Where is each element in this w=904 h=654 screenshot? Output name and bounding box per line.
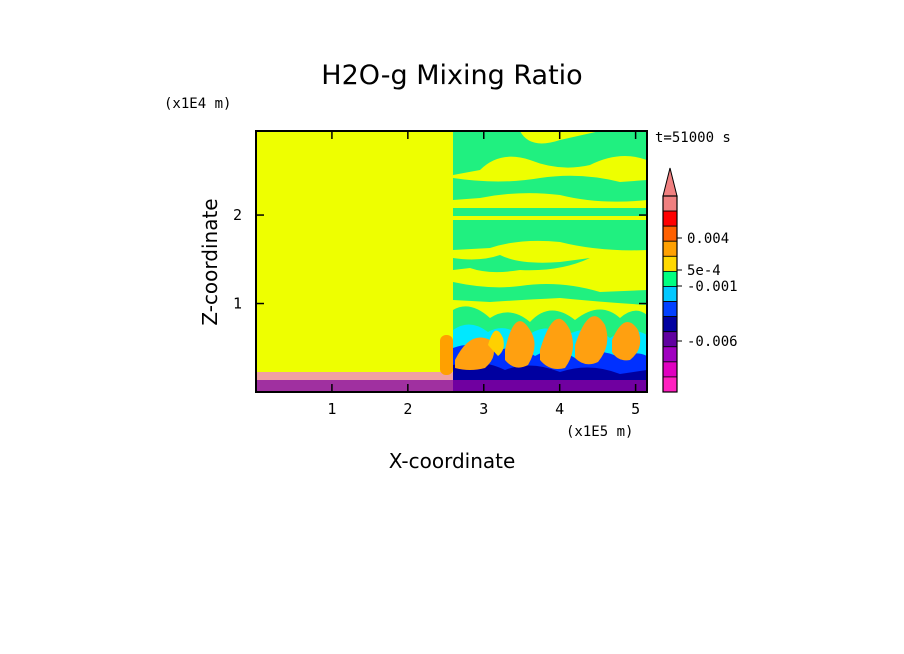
field-band-green-top (453, 131, 647, 175)
plume-6 (488, 330, 504, 356)
field-band-green-4 (453, 255, 590, 273)
x-tick-label: 1 (327, 400, 336, 418)
x-axis-unit: (x1E5 m) (566, 424, 633, 440)
x-tick-label: 4 (555, 400, 564, 418)
colorbar (662, 167, 678, 393)
field-edge-orange (440, 335, 453, 375)
colorbar-swatch (662, 210, 678, 227)
x-axis-label: X-coordinate (389, 449, 516, 473)
field-surface-pink (256, 372, 453, 380)
colorbar-label: 0.004 (687, 231, 729, 247)
plume-3 (540, 318, 574, 369)
colorbar-swatch (662, 195, 678, 212)
colorbar-swatch (662, 331, 678, 348)
field-band-green-3 (453, 220, 647, 251)
field-low-purple (453, 380, 647, 392)
colorbar-swatch (662, 255, 678, 272)
chart-title: H2O-g Mixing Ratio (321, 60, 582, 91)
y-tick-label: 1 (233, 295, 242, 313)
plume-5 (612, 322, 641, 361)
colorbar-swatch (662, 225, 678, 242)
time-label: t=51000 s (655, 130, 731, 146)
plume-4 (575, 316, 608, 365)
x-tick-label: 5 (631, 400, 640, 418)
colorbar-label: -0.001 (687, 279, 738, 295)
x-axis-ticks: 1 2 3 4 5 (327, 131, 640, 418)
y-axis-label: Z-coordinate (198, 198, 222, 325)
plume-1 (455, 337, 494, 370)
y-axis-unit: (x1E4 m) (164, 96, 231, 112)
colorbar-label: -0.006 (687, 334, 738, 350)
heatmap-field (256, 131, 647, 392)
x-tick-label: 3 (479, 400, 488, 418)
colorbar-swatch (662, 286, 678, 302)
colorbar-swatch (662, 376, 678, 393)
colorbar-labels: 0.004 5e-4-0.001 -0.006 (677, 231, 738, 350)
field-region-left (256, 131, 453, 392)
colorbar-frame (662, 195, 678, 393)
colorbar-label: 5e-4 (687, 263, 721, 279)
field-band-green-mid (453, 175, 647, 202)
y-axis-ticks: 12 (233, 206, 647, 313)
field-band-green-5 (453, 282, 647, 305)
colorbar-swatch (662, 270, 678, 287)
plume-2 (505, 321, 535, 368)
field-surface-purple (256, 380, 453, 392)
y-tick-label: 2 (233, 206, 242, 224)
colorbar-swatch (662, 316, 678, 333)
colorbar-swatch (662, 361, 678, 378)
x-tick-label: 2 (403, 400, 412, 418)
plot-frame (255, 130, 648, 393)
colorbar-swatch (662, 240, 678, 257)
colorbar-swatch (662, 301, 678, 318)
colorbar-extend-arrow (662, 167, 678, 197)
field-band-green-2 (453, 208, 647, 216)
colorbar-swatch (662, 346, 678, 363)
